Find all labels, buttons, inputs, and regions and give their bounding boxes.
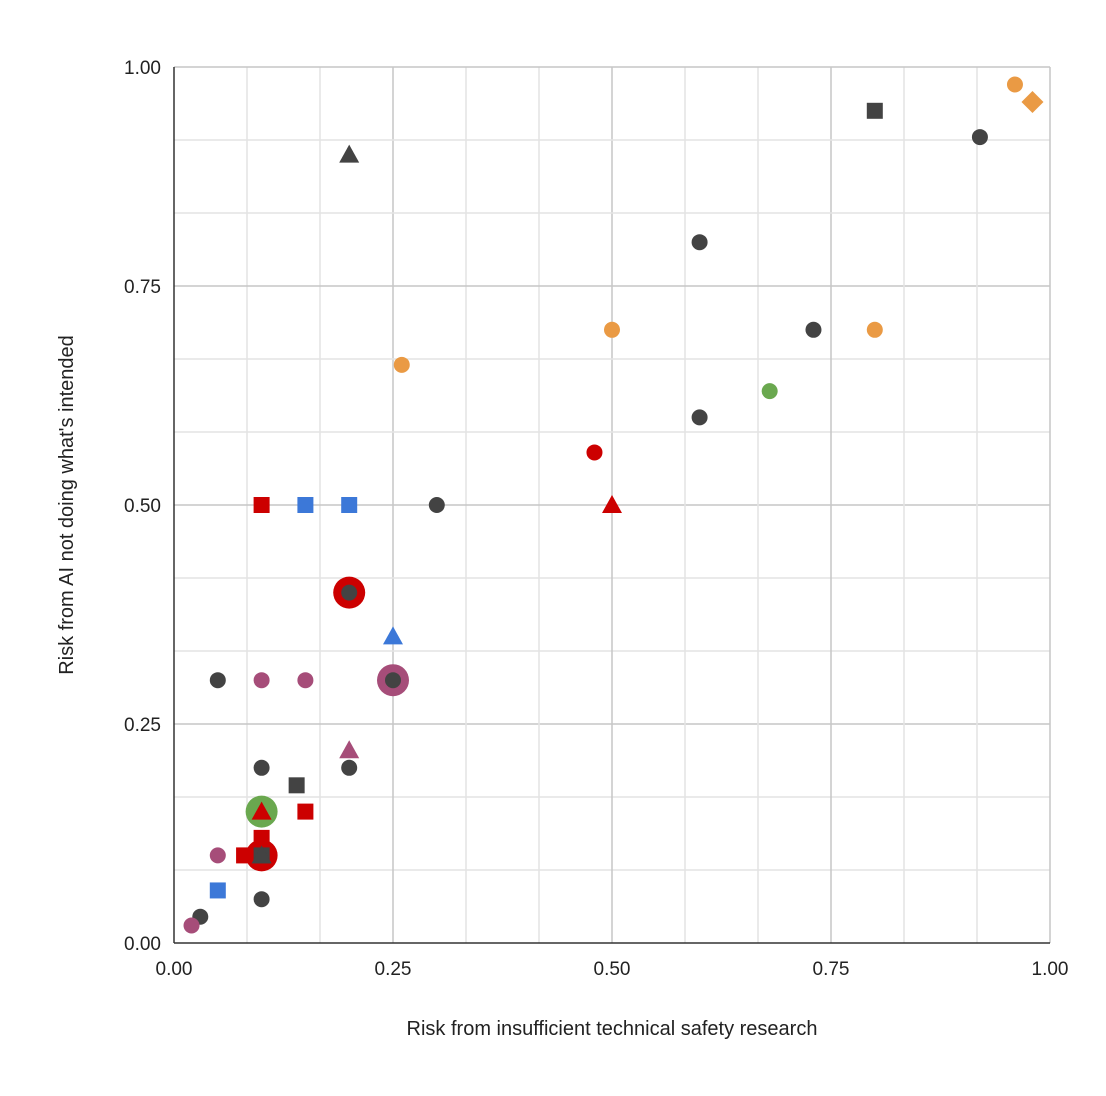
data-point: [586, 444, 603, 461]
grid: [174, 66, 1051, 943]
data-point: [288, 777, 305, 794]
data-point: [209, 847, 226, 864]
data-point: [341, 584, 358, 601]
data-point: [691, 409, 708, 426]
y-tick-label: 0.25: [124, 715, 161, 736]
data-point: [253, 672, 270, 689]
x-tick-label: 0.50: [594, 959, 631, 980]
data-point: [341, 759, 358, 776]
data-point: [253, 759, 270, 776]
tick-labels: 0.00 0.25 0.50 0.75 1.00 0.00 0.25 0.50 0.75 1.00: [124, 58, 1068, 980]
data-point: [236, 847, 253, 864]
data-point: [339, 144, 360, 163]
data-point: [805, 321, 822, 338]
x-tick-label: 0.25: [375, 959, 412, 980]
data-point: [183, 917, 200, 934]
data-point: [383, 626, 403, 645]
data-point: [428, 497, 445, 513]
x-tick-label: 1.00: [1032, 959, 1069, 980]
data-point: [209, 672, 226, 689]
x-tick-label: 0.75: [813, 959, 850, 980]
data-point: [253, 891, 270, 908]
data-point: [385, 672, 401, 689]
data-point: [253, 497, 270, 513]
data-points: [183, 76, 1044, 934]
data-point: [209, 882, 226, 899]
data-point: [866, 321, 883, 338]
data-point: [602, 495, 622, 513]
data-point: [604, 321, 620, 338]
x-tick-label: 0.00: [156, 959, 193, 980]
data-point: [1021, 91, 1044, 114]
data-point: [761, 383, 778, 400]
y-axis-title: Risk from AI not doing what's intended: [56, 335, 78, 675]
y-tick-label: 0.50: [124, 496, 161, 517]
x-axis-title: Risk from insufficient technical safety …: [407, 1018, 818, 1040]
data-point: [691, 234, 708, 251]
y-tick-label: 1.00: [124, 58, 161, 79]
data-point: [297, 497, 314, 513]
data-point: [1006, 76, 1023, 93]
data-point: [971, 129, 988, 146]
y-tick-label: 0.75: [124, 277, 161, 298]
data-point: [297, 672, 314, 689]
data-point: [341, 497, 358, 513]
data-point: [251, 801, 272, 820]
y-tick-label: 0.00: [124, 934, 161, 955]
data-point: [393, 356, 410, 373]
data-point: [339, 740, 360, 759]
data-point: [251, 845, 272, 864]
axes: [173, 67, 1050, 944]
data-point: [297, 803, 314, 820]
data-point: [866, 102, 883, 119]
